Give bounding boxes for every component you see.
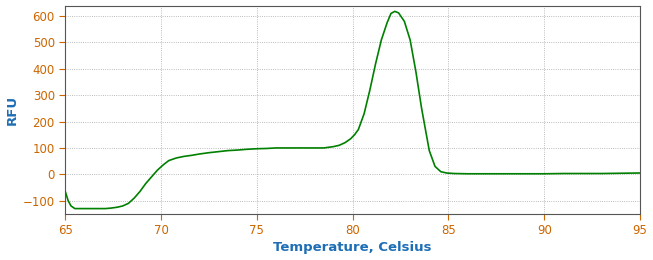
Y-axis label: RFU: RFU [6,95,18,125]
X-axis label: Temperature, Celsius: Temperature, Celsius [274,242,432,255]
